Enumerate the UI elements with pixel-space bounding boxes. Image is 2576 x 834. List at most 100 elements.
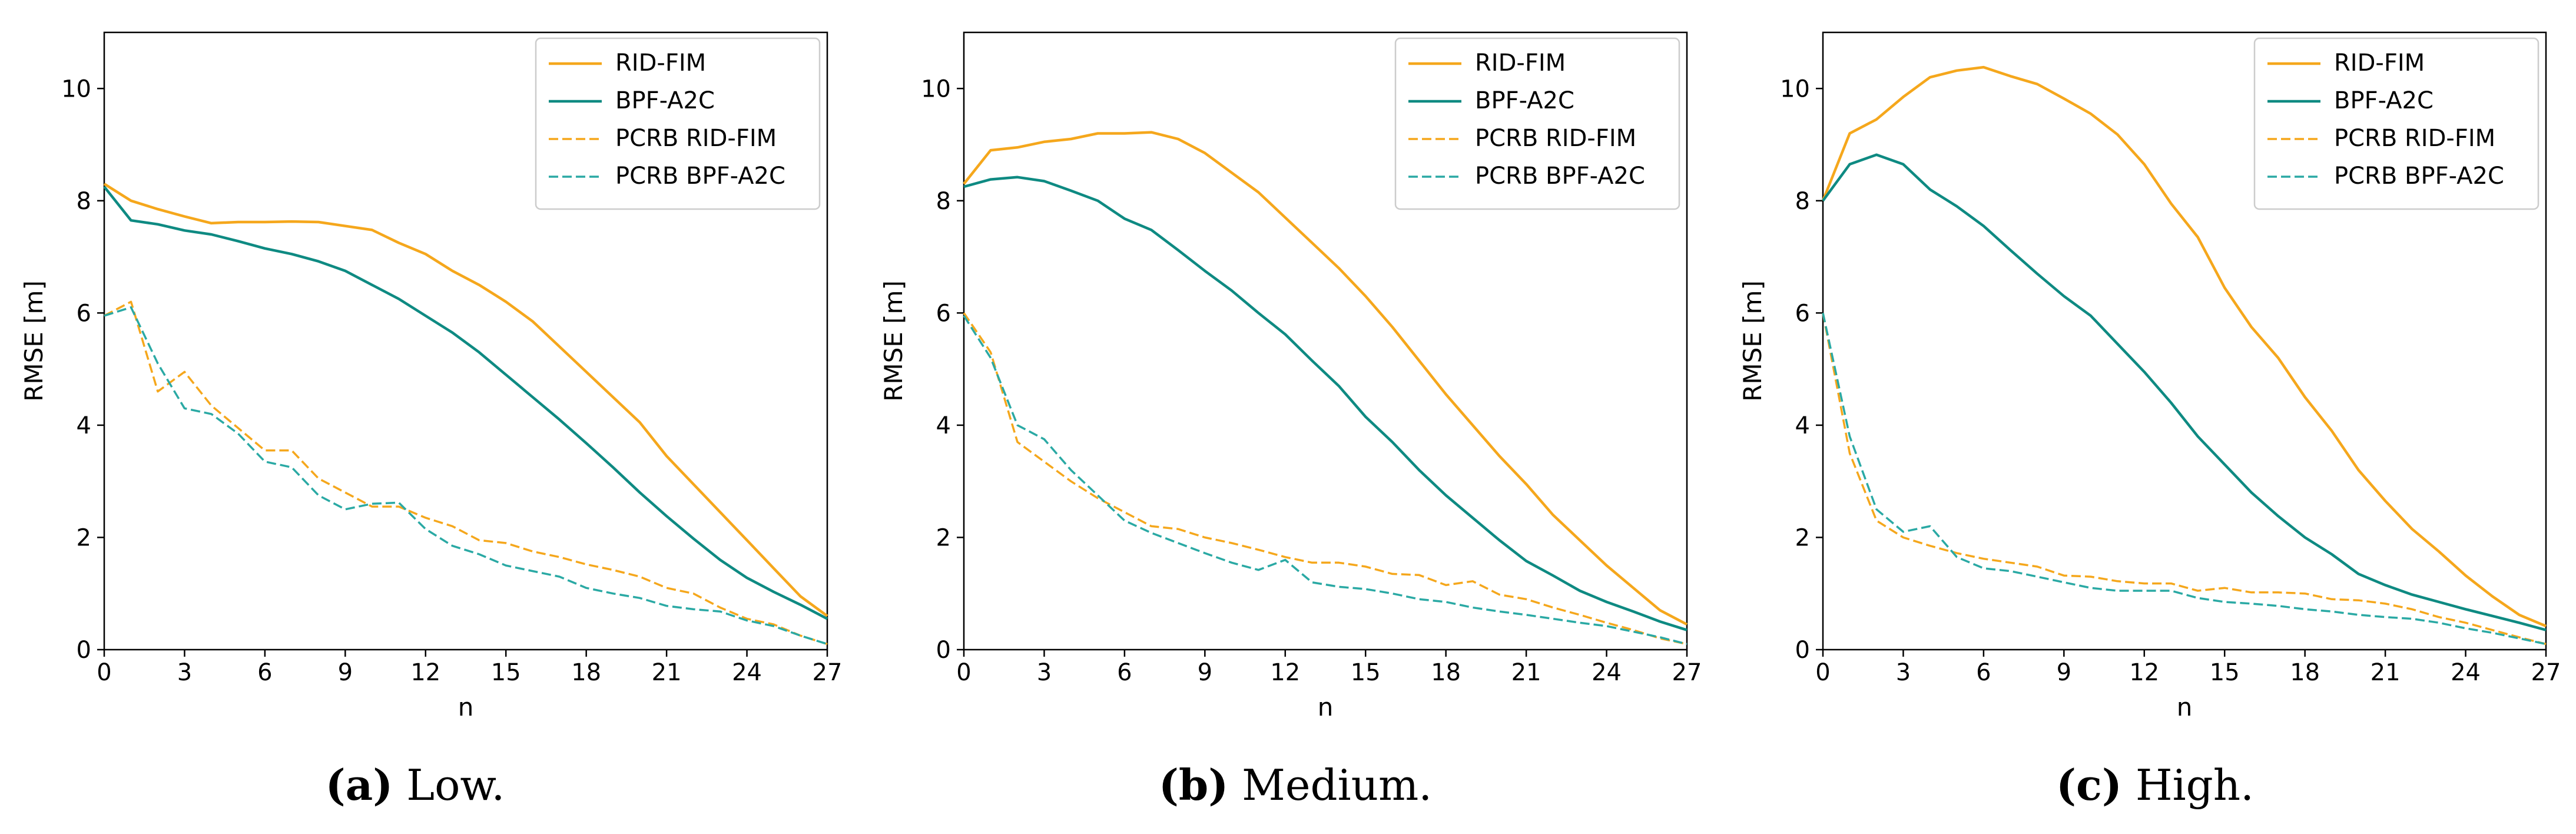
y-axis-label: RMSE [m] <box>19 280 48 402</box>
x-tick-label: 0 <box>1815 659 1830 686</box>
x-axis-label: n <box>1318 693 1334 722</box>
series-line-bpf-a2c <box>103 186 828 620</box>
series-line-pcrb-bpf-a2c <box>104 306 828 646</box>
plot-area-frame <box>1822 31 2547 651</box>
y-tick-label: 8 <box>936 188 951 215</box>
legend-label: PCRB RID-FIM <box>615 125 777 152</box>
caption-c-text: High. <box>2121 760 2255 810</box>
legend-label: PCRB BPF-A2C <box>615 163 785 190</box>
series-line-rid-fim <box>103 183 828 617</box>
caption-b: (b) Medium. <box>1060 760 1531 810</box>
y-tick-label: 8 <box>77 188 91 215</box>
legend: RID-FIM BPF-A2C PCRB RID-FIM PCRB BPF-A2C <box>2253 37 2539 210</box>
x-tick-label: 27 <box>2531 659 2561 686</box>
series-line-pcrb-bpf-a2c <box>1822 313 2547 646</box>
x-tick-label: 12 <box>410 659 440 686</box>
legend-label: PCRB RID-FIM <box>1475 125 1636 152</box>
x-tick-label: 12 <box>2129 659 2159 686</box>
y-tick-label: 4 <box>936 412 951 439</box>
legend-box <box>1394 37 1680 210</box>
caption-a-label: (a) <box>325 760 393 810</box>
y-tick-label: 6 <box>77 300 91 327</box>
x-axis-label: n <box>2177 693 2193 722</box>
x-tick-label: 21 <box>652 659 682 686</box>
series-line-bpf-a2c <box>963 176 1688 631</box>
x-tick-label: 24 <box>732 659 762 686</box>
x-tick-label: 24 <box>1592 659 1622 686</box>
legend-label: BPF-A2C <box>615 87 715 114</box>
y-tick-label: 10 <box>61 75 91 102</box>
x-tick-label: 15 <box>1351 659 1381 686</box>
y-tick-label: 2 <box>1795 524 1810 551</box>
x-tick-label: 18 <box>1431 659 1461 686</box>
y-axis-label: RMSE [m] <box>879 280 908 402</box>
series-line-pcrb-rid-fim <box>104 300 828 646</box>
x-tick-label: 0 <box>97 659 111 686</box>
legend-label: BPF-A2C <box>2334 87 2434 114</box>
series-line-rid-fim <box>963 131 1688 626</box>
y-tick-label: 8 <box>1795 188 1810 215</box>
x-tick-label: 15 <box>2210 659 2240 686</box>
y-tick-label: 4 <box>77 412 91 439</box>
x-tick-label: 6 <box>1976 659 1991 686</box>
x-tick-label: 21 <box>2371 659 2401 686</box>
y-tick-label: 6 <box>1795 300 1810 327</box>
y-axis-label: RMSE [m] <box>1738 280 1767 402</box>
x-tick-label: 0 <box>956 659 971 686</box>
caption-a: (a) Low. <box>180 760 651 810</box>
y-tick-label: 0 <box>936 637 951 664</box>
series-line-pcrb-rid-fim <box>1822 313 2547 646</box>
x-tick-label: 3 <box>177 659 192 686</box>
plot-area-frame <box>103 31 828 651</box>
x-tick-label: 27 <box>813 659 843 686</box>
legend-box <box>2253 37 2539 210</box>
series-line-pcrb-rid-fim <box>963 312 1688 646</box>
x-tick-label: 18 <box>2290 659 2320 686</box>
plot-area-frame <box>963 31 1688 651</box>
legend-label: PCRB RID-FIM <box>2334 125 2495 152</box>
x-tick-label: 18 <box>571 659 601 686</box>
caption-b-label: (b) <box>1158 760 1229 810</box>
caption-c-label: (c) <box>2056 760 2122 810</box>
y-tick-label: 2 <box>936 524 951 551</box>
x-tick-label: 21 <box>1511 659 1541 686</box>
x-tick-label: 3 <box>1896 659 1911 686</box>
x-tick-label: 9 <box>338 659 353 686</box>
x-tick-label: 3 <box>1037 659 1052 686</box>
legend-label: RID-FIM <box>2334 49 2425 77</box>
series-line-rid-fim <box>1821 65 2547 628</box>
x-tick-label: 15 <box>491 659 521 686</box>
legend-label: PCRB BPF-A2C <box>2334 163 2504 190</box>
legend-label: RID-FIM <box>1475 49 1566 77</box>
caption-c: (c) High. <box>1919 760 2391 810</box>
x-tick-label: 9 <box>1198 659 1212 686</box>
x-tick-label: 12 <box>1270 659 1300 686</box>
legend-label: BPF-A2C <box>1475 87 1574 114</box>
y-tick-label: 0 <box>1795 637 1810 664</box>
series-line-bpf-a2c <box>1822 153 2547 631</box>
y-tick-label: 4 <box>1795 412 1810 439</box>
y-tick-label: 6 <box>936 300 951 327</box>
legend-box <box>535 37 821 210</box>
x-tick-label: 24 <box>2451 659 2481 686</box>
legend: RID-FIM BPF-A2C PCRB RID-FIM PCRB BPF-A2C <box>535 37 821 210</box>
caption-a-text: Low. <box>393 760 505 810</box>
x-tick-label: 9 <box>2057 659 2071 686</box>
legend: RID-FIM BPF-A2C PCRB RID-FIM PCRB BPF-A2C <box>1394 37 1680 210</box>
y-tick-label: 2 <box>77 524 91 551</box>
x-tick-label: 27 <box>1672 659 1702 686</box>
caption-b-text: Medium. <box>1228 760 1433 810</box>
x-axis-label: n <box>458 693 474 722</box>
x-tick-label: 6 <box>1117 659 1132 686</box>
legend-label: PCRB BPF-A2C <box>1475 163 1645 190</box>
x-tick-label: 6 <box>257 659 272 686</box>
y-tick-label: 10 <box>921 75 951 102</box>
y-tick-label: 0 <box>77 637 91 664</box>
series-line-pcrb-bpf-a2c <box>963 315 1688 646</box>
y-tick-label: 10 <box>1780 75 1810 102</box>
legend-label: RID-FIM <box>615 49 706 77</box>
